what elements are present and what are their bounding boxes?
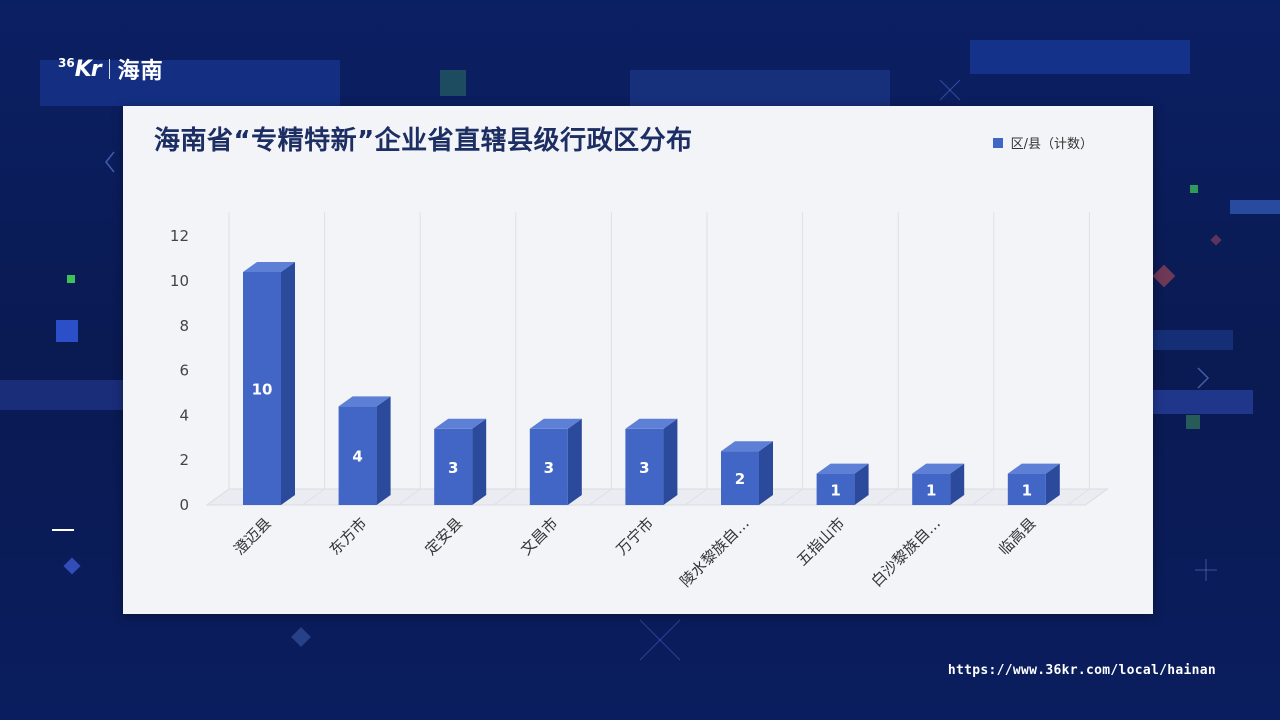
bar <box>434 428 473 505</box>
bar-side <box>854 463 869 505</box>
y-tick-label: 4 <box>179 406 189 424</box>
bar <box>721 451 759 505</box>
floor-divider <box>1067 488 1090 506</box>
brand-logo[interactable]: 36Kr 海南 <box>58 52 164 86</box>
x-tick-label: 陵水黎族自… <box>676 514 752 590</box>
floor-divider <box>780 488 803 506</box>
bar-side <box>567 418 582 505</box>
chart-title: 海南省“专精特新”企业省直辖县级行政区分布 <box>154 126 693 156</box>
bar <box>529 428 568 505</box>
bar-side <box>472 418 487 505</box>
legend-swatch <box>992 137 1003 148</box>
floor-divider <box>397 488 421 506</box>
data-label: 3 <box>448 459 458 477</box>
data-label: 10 <box>252 381 273 399</box>
bar-top <box>529 418 582 429</box>
bar-top <box>434 418 487 429</box>
decorative-dash <box>52 529 74 531</box>
data-label: 3 <box>544 459 554 477</box>
data-label: 3 <box>639 459 649 477</box>
x-tick-label: 澄迈县 <box>230 514 275 559</box>
logo-divider <box>108 59 110 79</box>
bar-top <box>1007 463 1060 474</box>
floor-divider <box>971 488 995 506</box>
bar-side <box>759 441 773 505</box>
x-tick-label: 万宁市 <box>613 514 658 559</box>
footer-url[interactable]: https://www.36kr.com/local/hainan <box>947 663 1216 678</box>
floor-divider <box>206 488 230 506</box>
logo-region: 海南 <box>117 59 164 84</box>
bar-side <box>950 463 965 505</box>
bar-top <box>721 441 773 452</box>
bar <box>338 406 377 505</box>
x-tick-label: 临高县 <box>995 514 1040 559</box>
y-tick-label: 10 <box>170 272 189 290</box>
y-tick-label: 0 <box>179 496 189 514</box>
x-tick-label: 白沙黎族自… <box>868 514 944 590</box>
bar <box>625 428 664 505</box>
y-tick-label: 2 <box>179 451 189 469</box>
logo-36kr: 36Kr <box>58 56 102 82</box>
bar <box>243 272 281 505</box>
data-label: 1 <box>830 481 840 499</box>
bar-top <box>816 463 869 474</box>
floor-divider <box>302 488 325 506</box>
x-tick-label: 五指山市 <box>793 514 848 569</box>
y-tick-label: 12 <box>170 227 189 245</box>
bar <box>912 473 951 505</box>
data-label: 2 <box>735 470 745 488</box>
data-label: 4 <box>352 448 362 466</box>
x-tick-label: 东方市 <box>326 514 371 559</box>
chart-card: 0 2 4 6 8 10 12 10 4 3 3 3 2 1 1 1 澄迈县 东方市 定安县 文昌市 万宁市 陵水黎族自…… <box>123 106 1153 614</box>
data-label: 1 <box>1022 481 1032 499</box>
floor-divider <box>875 488 899 506</box>
floor-divider <box>493 488 517 506</box>
legend-label: 区/县（计数） <box>1010 137 1093 152</box>
bar-side <box>1045 463 1060 505</box>
floor-divider <box>684 488 708 506</box>
bar-top <box>338 396 391 407</box>
y-tick-label: 6 <box>179 362 189 380</box>
x-tick-label: 文昌市 <box>517 514 562 559</box>
bar-side <box>281 262 295 505</box>
bar-side <box>663 418 678 505</box>
floor-divider <box>589 488 612 506</box>
bar-top <box>625 418 678 429</box>
bar <box>1007 473 1046 505</box>
chart-legend[interactable]: 区/县（计数） <box>992 133 1093 152</box>
bar-top <box>912 463 965 474</box>
bar <box>816 473 855 505</box>
bar-side <box>376 396 391 505</box>
bar-top <box>243 262 295 272</box>
y-tick-label: 8 <box>179 317 189 335</box>
data-label: 1 <box>926 481 936 499</box>
x-tick-label: 定安县 <box>421 514 466 559</box>
bar-chart: 0 2 4 6 8 10 12 10 4 3 3 3 2 1 1 1 澄迈县 东方市 定安县 文昌市 万宁市 陵水黎族自…… <box>170 212 1109 590</box>
